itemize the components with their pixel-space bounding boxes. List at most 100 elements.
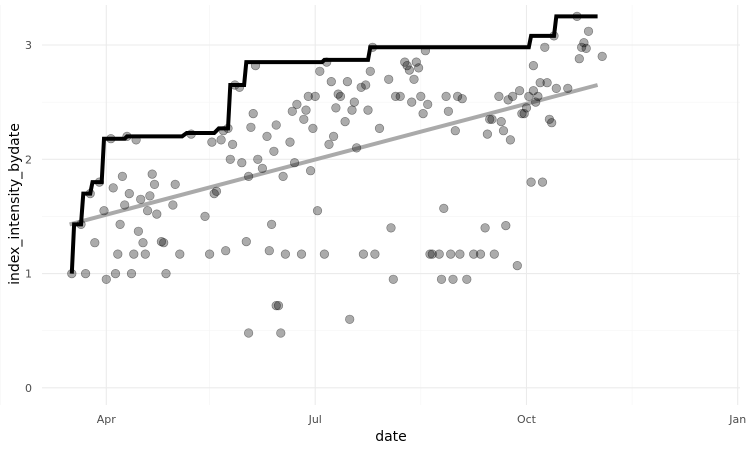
- data-point: [120, 200, 130, 210]
- data-point: [264, 246, 274, 256]
- data-point: [152, 209, 162, 219]
- data-point: [363, 105, 373, 115]
- points-series: [67, 11, 607, 338]
- y-tick-label: 3: [25, 39, 32, 52]
- data-point: [448, 274, 458, 284]
- data-point: [469, 249, 479, 259]
- data-point: [170, 179, 180, 189]
- data-point: [400, 57, 410, 67]
- data-point: [241, 237, 251, 247]
- data-point: [138, 238, 148, 248]
- data-point: [324, 139, 334, 149]
- data-point: [528, 60, 539, 71]
- data-point: [365, 66, 375, 76]
- data-point: [407, 97, 417, 107]
- data-point: [414, 63, 424, 73]
- data-point: [494, 91, 504, 101]
- data-point: [271, 301, 281, 311]
- data-point: [540, 42, 550, 52]
- data-point: [439, 203, 449, 213]
- data-point: [356, 82, 366, 92]
- data-point: [411, 57, 421, 67]
- data-point: [244, 328, 254, 338]
- data-point: [257, 163, 268, 173]
- trend-line: [69, 83, 599, 227]
- data-point: [563, 83, 573, 93]
- data-point: [508, 91, 518, 101]
- data-point: [496, 116, 506, 127]
- data-point: [269, 146, 279, 156]
- data-point: [133, 226, 143, 236]
- grid: [0, 5, 740, 405]
- data-point: [551, 83, 561, 93]
- data-point: [374, 123, 385, 133]
- data-point: [340, 116, 350, 127]
- data-point: [388, 274, 398, 284]
- data-point: [531, 97, 541, 107]
- data-point: [124, 189, 134, 199]
- data-point: [537, 177, 548, 187]
- data-point: [136, 194, 146, 204]
- data-point: [347, 105, 357, 115]
- data-point: [101, 274, 111, 284]
- y-tick-label: 2: [25, 153, 32, 166]
- y-tick-label: 0: [25, 382, 32, 395]
- data-point: [455, 249, 465, 259]
- data-point: [161, 269, 171, 279]
- data-point: [308, 123, 318, 133]
- data-point: [225, 154, 235, 164]
- data-point: [115, 219, 125, 229]
- data-point: [583, 26, 594, 36]
- data-point: [149, 179, 160, 189]
- trend-series: [69, 83, 599, 227]
- data-point: [384, 74, 394, 84]
- data-point: [143, 206, 153, 216]
- data-point: [434, 249, 444, 259]
- data-point: [446, 249, 456, 259]
- data-point: [329, 131, 339, 141]
- data-point: [450, 126, 460, 136]
- data-point: [168, 200, 178, 210]
- data-point: [427, 249, 437, 259]
- data-point: [528, 86, 539, 96]
- y-axis-ticks: 0 1 2 3: [25, 39, 32, 395]
- data-point: [246, 122, 256, 132]
- data-point: [159, 238, 169, 248]
- data-point: [228, 139, 238, 149]
- data-point: [273, 301, 284, 311]
- data-point: [345, 314, 355, 324]
- data-point: [576, 42, 587, 52]
- data-point: [110, 269, 121, 279]
- data-point: [505, 135, 516, 145]
- data-point: [319, 249, 330, 259]
- data-point: [441, 91, 451, 101]
- data-point: [416, 91, 426, 101]
- data-point: [533, 91, 543, 101]
- data-point: [597, 51, 607, 62]
- data-point: [113, 249, 123, 259]
- x-tick-label: Jan: [728, 413, 746, 426]
- data-point: [524, 91, 534, 101]
- data-point: [547, 118, 557, 128]
- data-point: [312, 206, 323, 216]
- step-line: [69, 14, 598, 274]
- data-point: [108, 183, 118, 193]
- data-point: [80, 269, 91, 279]
- data-point: [129, 249, 139, 259]
- data-point: [542, 78, 552, 88]
- data-point: [140, 249, 150, 259]
- data-point: [306, 166, 316, 176]
- data-point: [512, 261, 522, 271]
- data-point: [489, 249, 499, 259]
- data-point: [480, 223, 490, 233]
- data-point: [290, 158, 300, 168]
- data-point: [482, 129, 493, 139]
- data-point: [207, 137, 217, 147]
- data-point: [335, 91, 346, 101]
- data-point: [333, 89, 343, 99]
- data-point: [535, 78, 545, 88]
- data-point: [453, 91, 463, 101]
- data-point: [443, 106, 454, 116]
- data-point: [280, 249, 291, 259]
